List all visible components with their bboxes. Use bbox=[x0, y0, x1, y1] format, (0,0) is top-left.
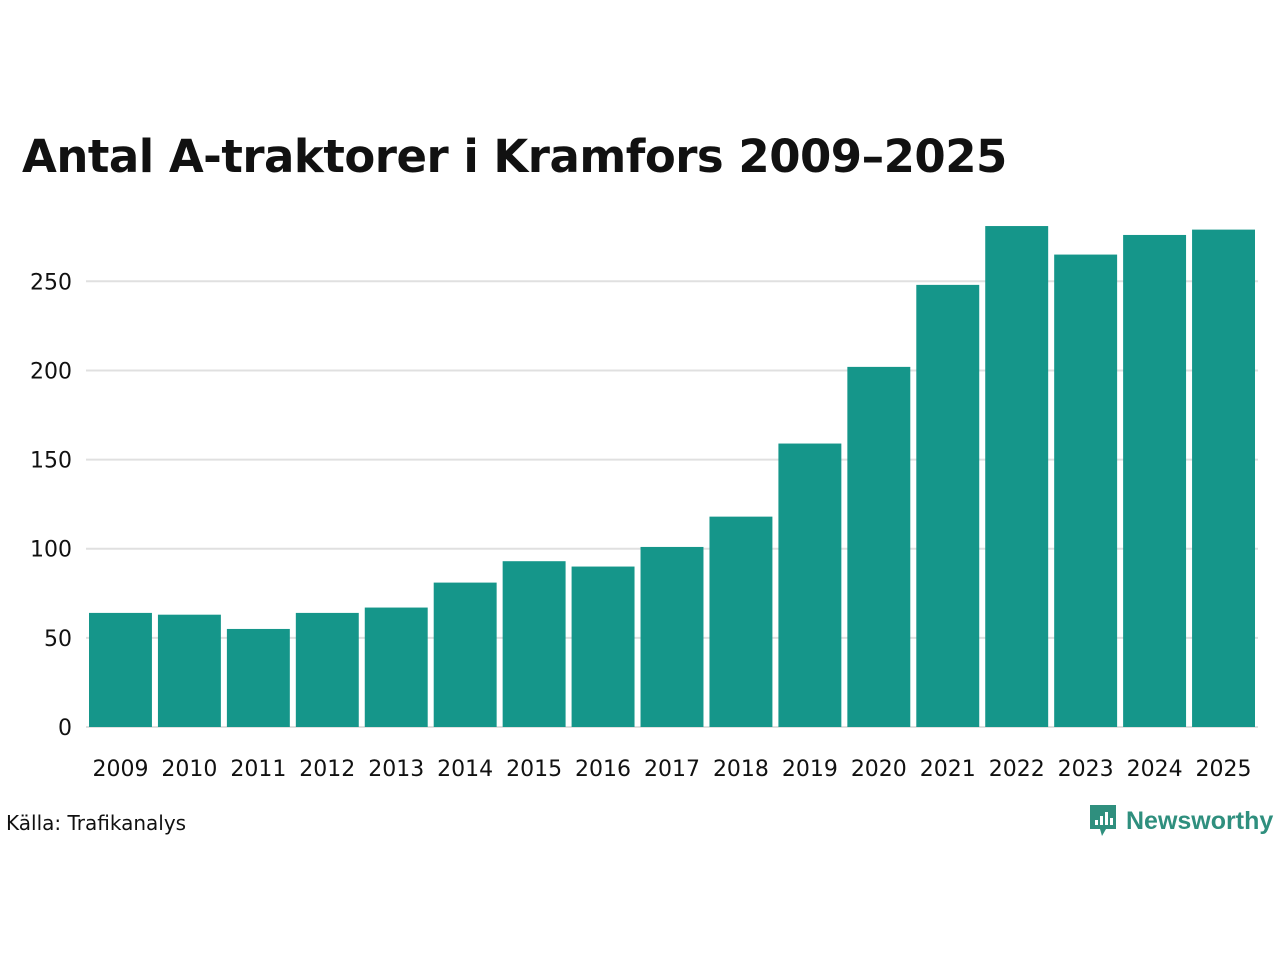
bar-2011[interactable] bbox=[226, 628, 290, 727]
x-tick-label: 2014 bbox=[437, 757, 493, 782]
bar-2016[interactable] bbox=[571, 566, 635, 727]
chart-title: Antal A-traktorer i Kramfors 2009–2025 bbox=[22, 130, 1007, 183]
x-axis-ticks: 2009 2010 2011 2012 2013 2014 2015 2016 2017 2018… bbox=[92, 757, 1251, 782]
x-tick-label: 2023 bbox=[1058, 757, 1114, 782]
bar-2009[interactable] bbox=[89, 612, 152, 727]
x-tick-label: 2010 bbox=[161, 757, 217, 782]
y-tick-label: 100 bbox=[30, 538, 72, 563]
bar-2015[interactable] bbox=[502, 561, 566, 727]
y-tick-label: 0 bbox=[58, 716, 72, 741]
bar-2018[interactable] bbox=[709, 516, 773, 727]
x-tick-label: 2012 bbox=[299, 757, 355, 782]
bar-chart: 0 50 100 150 200 250 2009 2010 2011 2012 2013 2014… bbox=[30, 226, 1258, 782]
y-tick-label: 50 bbox=[44, 627, 72, 652]
bars bbox=[89, 226, 1255, 727]
bar-2023[interactable] bbox=[1054, 254, 1118, 727]
newsworthy-logo-icon bbox=[1090, 805, 1116, 836]
x-tick-label: 2020 bbox=[851, 757, 907, 782]
bar-2025[interactable] bbox=[1192, 229, 1255, 727]
x-tick-label: 2021 bbox=[920, 757, 976, 782]
bar-2010[interactable] bbox=[157, 614, 221, 727]
bar-2014[interactable] bbox=[433, 582, 497, 727]
y-tick-label: 150 bbox=[30, 449, 72, 474]
bar-2013[interactable] bbox=[364, 607, 428, 727]
source-label: Källa: Trafikanalys bbox=[6, 811, 187, 835]
x-tick-label: 2018 bbox=[713, 757, 769, 782]
bar-2012[interactable] bbox=[295, 612, 359, 727]
y-axis-ticks: 0 50 100 150 200 250 bbox=[30, 270, 72, 741]
x-tick-label: 2022 bbox=[989, 757, 1045, 782]
x-tick-label: 2024 bbox=[1127, 757, 1183, 782]
x-tick-label: 2013 bbox=[368, 757, 424, 782]
bar-2019[interactable] bbox=[778, 443, 842, 727]
y-tick-label: 250 bbox=[30, 270, 72, 295]
bar-2021[interactable] bbox=[916, 284, 980, 727]
x-tick-label: 2011 bbox=[230, 757, 286, 782]
x-tick-label: 2009 bbox=[92, 757, 148, 782]
y-tick-label: 200 bbox=[30, 359, 72, 384]
x-tick-label: 2025 bbox=[1196, 757, 1252, 782]
x-tick-label: 2019 bbox=[782, 757, 838, 782]
bar-2020[interactable] bbox=[847, 366, 911, 727]
brand-name: Newsworthy bbox=[1126, 806, 1274, 835]
x-tick-label: 2015 bbox=[506, 757, 562, 782]
bar-2017[interactable] bbox=[640, 546, 704, 727]
bar-2022[interactable] bbox=[985, 226, 1049, 727]
newsworthy-logo[interactable]: Newsworthy bbox=[1088, 803, 1273, 839]
bar-2024[interactable] bbox=[1123, 234, 1187, 727]
x-tick-label: 2016 bbox=[575, 757, 631, 782]
x-tick-label: 2017 bbox=[644, 757, 700, 782]
